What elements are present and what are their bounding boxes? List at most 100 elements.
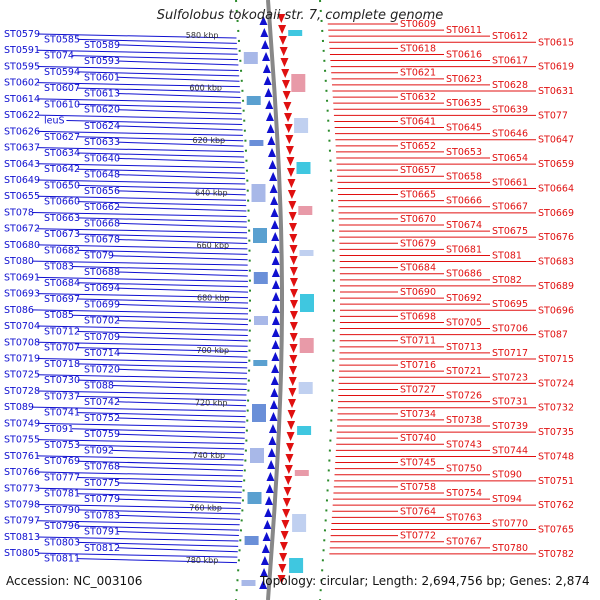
forward-gene-glyph — [260, 568, 269, 577]
forward-leader-line — [37, 487, 242, 493]
kbp-scale-label: 780 kbp — [186, 556, 219, 565]
kbp-scale-label: 680 kbp — [197, 294, 230, 303]
forward-gene-label: ST0620 — [84, 105, 120, 116]
reverse-gene-glyph — [289, 278, 298, 287]
forward-gene-label: ST0622 — [4, 110, 40, 121]
reverse-gene-label: ST0647 — [538, 135, 574, 146]
forward-leader-line — [77, 363, 248, 369]
forward-leader-line — [77, 525, 240, 531]
forward-gene-label: ST0790 — [44, 505, 80, 516]
feature-block — [246, 96, 261, 105]
reverse-gene-label: ST0615 — [538, 37, 574, 48]
forward-gene-label: ST0585 — [44, 34, 80, 45]
reverse-gene-label: ST0652 — [400, 141, 436, 152]
reverse-gene-label: ST0657 — [400, 165, 436, 176]
reverse-gene-label: ST0762 — [538, 500, 574, 511]
reverse-gene-glyph — [280, 531, 289, 540]
inner-tick-rail — [235, 0, 251, 600]
forward-gene-label: ST0643 — [4, 159, 40, 170]
reverse-gene-label: ST0616 — [446, 49, 482, 60]
forward-gene-glyph — [271, 352, 280, 361]
forward-gene-label: ST0753 — [44, 440, 80, 451]
forward-gene-label: ST0719 — [4, 353, 40, 364]
forward-gene-label: ST0684 — [44, 278, 80, 289]
forward-leader-line — [77, 395, 247, 401]
forward-gene-glyph — [261, 40, 270, 49]
reverse-gene-label: ST0758 — [400, 482, 436, 493]
forward-leader-line — [31, 309, 248, 315]
forward-leader-line — [77, 476, 243, 482]
forward-leader-line — [117, 271, 248, 277]
feature-block — [243, 52, 258, 64]
reverse-gene-glyph — [287, 179, 296, 188]
forward-leader-line — [111, 255, 248, 261]
reverse-gene-glyph — [284, 113, 293, 122]
forward-gene-glyph — [265, 100, 274, 109]
forward-gene-label: ST0694 — [84, 283, 120, 294]
forward-gene-label: leuS — [44, 116, 65, 127]
forward-gene-label: ST0737 — [44, 391, 80, 402]
reverse-gene-label: ST0713 — [446, 342, 482, 353]
forward-leader-line — [117, 92, 241, 98]
reverse-gene-glyph — [289, 289, 298, 298]
reverse-gene-label: ST0661 — [492, 177, 528, 188]
forward-gene-glyph — [263, 520, 272, 529]
forward-gene-label: ST0673 — [44, 229, 80, 240]
forward-leader-line — [37, 536, 239, 542]
reverse-gene-label: ST0696 — [538, 305, 574, 316]
forward-gene-label: ST085 — [44, 310, 74, 321]
forward-gene-label: ST0730 — [44, 375, 80, 386]
reverse-gene-glyph — [288, 223, 297, 232]
forward-leader-line — [66, 120, 243, 126]
forward-gene-label: ST0813 — [4, 532, 40, 543]
forward-leader-line — [37, 244, 248, 250]
kbp-scale-label: 660 kbp — [197, 241, 230, 250]
reverse-gene-label: ST0727 — [400, 384, 436, 395]
reverse-gene-label: ST0617 — [492, 56, 528, 67]
forward-gene-label: ST0699 — [84, 299, 120, 310]
forward-gene-label: ST0728 — [4, 386, 40, 397]
reverse-gene-label: ST0681 — [446, 244, 482, 255]
forward-gene-label: ST0742 — [84, 397, 120, 408]
reverse-gene-label: ST0628 — [492, 80, 528, 91]
forward-leader-line — [117, 109, 242, 115]
forward-leader-line — [37, 276, 248, 282]
reverse-gene-glyph — [282, 509, 291, 518]
forward-gene-label: ST0797 — [4, 516, 40, 527]
reverse-gene-label: ST0632 — [400, 92, 436, 103]
kbp-scale-label: 700 kbp — [197, 346, 230, 355]
forward-leader-line — [117, 60, 239, 66]
reverse-gene-label: ST0734 — [400, 409, 436, 420]
forward-leader-line — [37, 195, 246, 201]
forward-leader-line — [117, 76, 240, 82]
reverse-gene-label: ST0750 — [446, 464, 482, 475]
forward-gene-glyph — [268, 424, 277, 433]
forward-leader-line — [77, 38, 237, 44]
kbp-scale-label: 720 kbp — [195, 399, 228, 408]
feature-tracks — [235, 0, 335, 600]
forward-leader-line — [37, 147, 244, 153]
forward-leader-line — [31, 260, 248, 266]
forward-gene-glyph — [271, 304, 280, 313]
reverse-gene-label: ST087 — [538, 330, 568, 341]
forward-gene-label: ST0648 — [84, 170, 120, 181]
forward-gene-glyph — [270, 376, 279, 385]
forward-leader-line — [77, 217, 247, 223]
forward-gene-label: ST0781 — [44, 489, 80, 500]
forward-gene-label: ST089 — [4, 402, 34, 413]
reverse-gene-glyph — [288, 399, 297, 408]
map-title: Sulfolobus tokodaii str. 7, complete gen… — [156, 8, 444, 23]
forward-gene-glyph — [265, 484, 274, 493]
forward-leader-line — [77, 184, 246, 190]
forward-gene-label: ST0796 — [44, 521, 80, 532]
forward-gene-glyph — [271, 292, 280, 301]
forward-leader-line — [31, 211, 247, 217]
reverse-gene-label: ST0684 — [400, 263, 436, 274]
forward-gene-label: ST0798 — [4, 500, 40, 511]
reverse-gene-glyph — [289, 333, 298, 342]
reverse-gene-label: ST0705 — [446, 317, 482, 328]
reverse-gene-glyph — [283, 487, 292, 496]
forward-gene-label: ST0811 — [44, 554, 80, 565]
forward-gene-glyph — [265, 496, 273, 505]
forward-leader-line — [117, 482, 243, 488]
